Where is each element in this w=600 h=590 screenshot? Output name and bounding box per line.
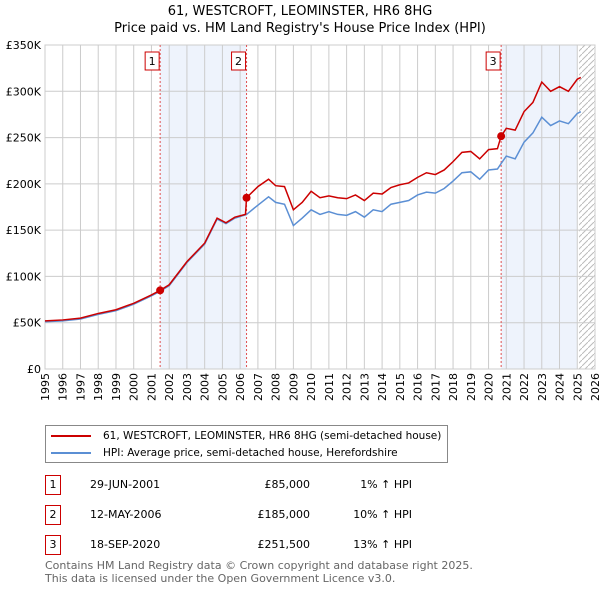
- transaction-marker: 2: [45, 505, 61, 525]
- sale-marker-box: [231, 51, 247, 71]
- transaction-price: £251,500: [257, 538, 311, 551]
- transaction-price: £85,000: [264, 478, 311, 491]
- future-hatch: [579, 45, 595, 369]
- transaction-row: 2 12-MAY-2006 £185,000 10% ↑ HPI: [45, 505, 465, 525]
- sale-point: [156, 286, 165, 295]
- y-tick-label: £300K: [6, 85, 42, 98]
- legend-item-hpi: HPI: Average price, semi-detached house,…: [46, 445, 398, 461]
- x-tick-label: 2003: [181, 373, 194, 401]
- sale-point: [497, 132, 506, 141]
- x-tick-label: 2017: [429, 373, 442, 401]
- legend-item-property: 61, WESTCROFT, LEOMINSTER, HR6 8HG (semi…: [46, 428, 441, 444]
- x-tick-label: 2014: [376, 373, 389, 401]
- transaction-hpi-diff: 10% ↑ HPI: [353, 508, 412, 521]
- x-tick-label: 1999: [110, 373, 123, 401]
- hpi-line: [44, 110, 582, 323]
- x-tick-label: 2015: [394, 373, 407, 401]
- x-tick-label: 2021: [500, 373, 513, 401]
- transaction-marker: 3: [45, 535, 61, 555]
- shaded-period: [501, 45, 578, 369]
- x-tick-label: 2009: [287, 373, 300, 401]
- x-tick-label: 2022: [518, 373, 531, 401]
- footer: Contains HM Land Registry data © Crown c…: [45, 559, 473, 585]
- shaded-period: [160, 45, 247, 369]
- x-tick-label: 2016: [412, 373, 425, 401]
- legend-label: HPI: Average price, semi-detached house,…: [103, 447, 398, 459]
- y-tick-label: £200K: [6, 178, 42, 191]
- y-tick-label: £350K: [6, 39, 42, 52]
- sale-point: [242, 193, 251, 202]
- footer-line: Contains HM Land Registry data © Crown c…: [45, 559, 473, 572]
- price-chart: 1995 1996 1997 1998 1999 2000 2001 2002 2003 2004…: [6, 39, 600, 401]
- x-tick-label: 2019: [465, 373, 478, 401]
- x-tick-label: 2000: [128, 373, 141, 401]
- transaction-date: 18-SEP-2020: [90, 538, 161, 551]
- x-tick-label: 2026: [589, 373, 600, 401]
- transaction-price: £185,000: [257, 508, 311, 521]
- chart-subtitle: Price paid vs. HM Land Registry's House …: [114, 21, 486, 36]
- y-tick-label: £50K: [13, 317, 42, 330]
- x-tick-label: 2010: [305, 373, 318, 401]
- plot-frame: [44, 44, 596, 370]
- sale-marker-box: [144, 51, 160, 71]
- transaction-date: 29-JUN-2001: [90, 478, 161, 491]
- x-tick-label: 1995: [39, 373, 52, 401]
- x-tick-label: 1998: [92, 373, 105, 401]
- x-tick-label: 2018: [447, 373, 460, 401]
- transaction-row: 3 18-SEP-2020 £251,500 13% ↑ HPI: [45, 535, 465, 555]
- blue-line-swatch: [51, 452, 91, 454]
- footer-line: This data is licensed under the Open Gov…: [45, 572, 396, 585]
- x-tick-label: 2002: [163, 373, 176, 401]
- y-tick-label: £0: [27, 363, 41, 376]
- y-tick-label: £100K: [6, 270, 42, 283]
- x-tick-label: 2024: [554, 373, 567, 401]
- x-tick-label: 2006: [234, 373, 247, 401]
- x-tick-label: 2023: [536, 373, 549, 401]
- x-tick-label: 2012: [341, 373, 354, 401]
- y-tick-label: £250K: [6, 132, 42, 145]
- transaction-hpi-diff: 1% ↑ HPI: [360, 478, 412, 491]
- x-tick-label: 2011: [323, 373, 336, 401]
- legend-label: 61, WESTCROFT, LEOMINSTER, HR6 8HG (semi…: [103, 430, 442, 442]
- sale-marker-label: 2: [235, 55, 242, 68]
- sale-marker-label: 3: [490, 55, 497, 68]
- transaction-hpi-diff: 13% ↑ HPI: [353, 538, 412, 551]
- x-tick-label: 2025: [571, 373, 584, 401]
- x-tick-label: 1996: [57, 373, 70, 401]
- sale-marker-label: 1: [149, 55, 156, 68]
- transaction-row: 1 29-JUN-2001 £85,000 1% ↑ HPI: [45, 475, 465, 495]
- x-tick-label: 2008: [270, 373, 283, 401]
- x-tick-label: 2005: [216, 373, 229, 401]
- x-tick-label: 2004: [199, 373, 212, 401]
- transaction-marker: 1: [45, 475, 61, 495]
- x-tick-label: 2020: [483, 373, 496, 401]
- x-tick-label: 2007: [252, 373, 265, 401]
- property-price-line: [44, 76, 582, 322]
- x-tick-label: 2001: [145, 373, 158, 401]
- sale-marker-box: [485, 51, 501, 71]
- chart-title: 61, WESTCROFT, LEOMINSTER, HR6 8HG: [167, 4, 433, 19]
- legend: 61, WESTCROFT, LEOMINSTER, HR6 8HG (semi…: [45, 425, 448, 463]
- x-tick-label: 1997: [74, 373, 87, 401]
- y-tick-label: £150K: [6, 224, 42, 237]
- x-tick-label: 2013: [358, 373, 371, 401]
- red-line-swatch: [51, 435, 91, 437]
- transaction-date: 12-MAY-2006: [90, 508, 162, 521]
